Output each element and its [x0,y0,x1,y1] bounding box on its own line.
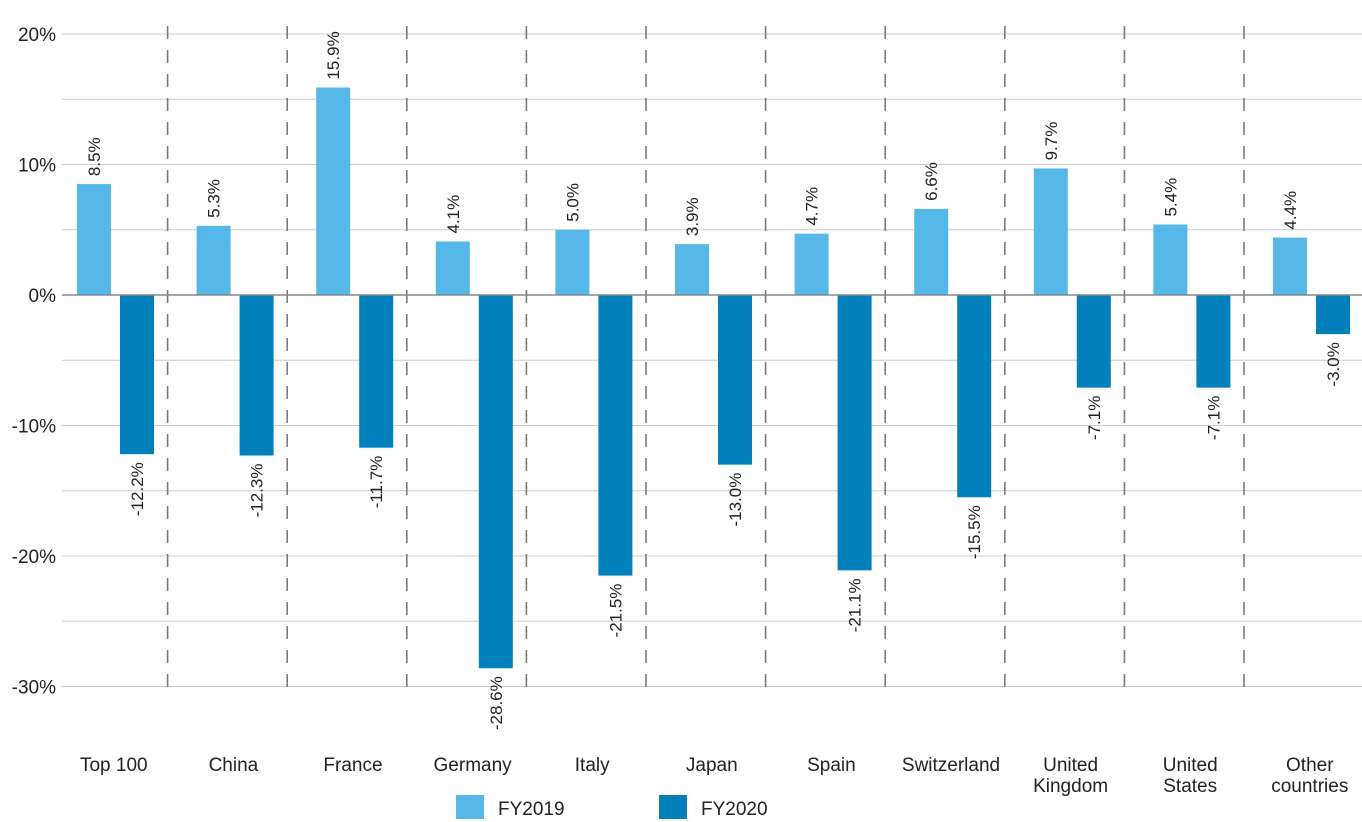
data-label: -7.1% [1204,396,1223,440]
data-label: 8.5% [85,137,104,176]
bar-fy2020 [837,295,872,571]
legend-label: FY2019 [498,799,565,820]
category-label: Italy [575,755,610,776]
bar-fy2019 [77,184,111,295]
bar-fy2019 [914,208,949,295]
bar-fy2020 [1076,295,1111,388]
bar-fy2020 [957,295,992,498]
data-label: -12.3% [248,464,267,518]
bar-fy2019 [675,244,709,295]
bar-fy2020 [598,295,633,576]
bar-fy2019 [794,233,829,295]
data-label: 15.9% [324,31,343,79]
category-label: Kingdom [1033,776,1108,797]
data-label: -11.7% [367,456,386,509]
bar-fy2020 [120,295,154,455]
data-label: 5.3% [205,179,224,218]
bar-fy2019 [1033,168,1068,295]
data-labels: 8.5% 5.3% 15.9% 4.1% 5.0% 3.9% 4.7% 6.6% 9.7% 5.4… [85,31,1343,730]
category-label: countries [1271,776,1348,797]
data-label: -7.1% [1085,396,1104,440]
bar-fy2019 [435,241,470,295]
data-label: 4.4% [1281,191,1300,230]
category-label: Spain [807,755,856,776]
legend-swatch-fy2020 [659,795,687,819]
data-label: -15.5% [965,505,984,559]
category-label: United [1163,755,1218,776]
category-label: Top 100 [80,755,148,776]
legend-swatch-fy2019 [456,795,484,819]
data-label: 4.7% [803,187,822,226]
bar-fy2020 [239,295,274,456]
bar-fy2019 [1273,237,1307,295]
legend-label: FY2020 [701,799,768,820]
data-label: -21.5% [606,584,625,638]
data-label: 5.4% [1161,178,1180,217]
bar-fy2020 [359,295,394,448]
category-label: China [209,755,259,776]
data-label: 3.9% [683,197,702,236]
y-tick-label: -30% [12,678,56,699]
data-label: 5.0% [563,183,582,222]
category-label: United [1043,755,1098,776]
bar-fy2019 [316,87,351,295]
data-label: 6.6% [922,162,941,201]
bar-fy2020 [1316,295,1350,335]
bar-fy2020 [718,295,752,465]
y-axis: 20% 10% 0% -10% -20% -30% [12,25,56,699]
bars [77,87,1350,669]
data-label: -3.0% [1324,342,1343,386]
category-label: Germany [434,755,513,776]
bar-fy2020 [1196,295,1231,388]
y-tick-label: 10% [18,156,56,177]
y-tick-label: 0% [29,286,57,307]
category-label: Switzerland [902,755,1000,776]
bar-fy2019 [555,229,590,295]
data-label: 9.7% [1042,122,1061,161]
category-label: Other [1286,755,1334,776]
bar-fy2020 [478,295,513,669]
data-label: -13.0% [726,473,745,527]
category-label: Japan [686,755,738,776]
y-tick-label: -10% [12,417,56,438]
bar-fy2019 [1153,224,1188,295]
data-label: 4.1% [444,195,463,234]
data-label: -12.2% [128,462,147,516]
data-label: -21.1% [846,578,865,632]
y-tick-label: -20% [12,547,56,568]
data-label: -28.6% [487,676,506,730]
bar-fy2019 [196,225,231,295]
x-axis: Top 100 China France Germany Italy Japan Spain… [80,755,1348,797]
category-label: States [1163,776,1217,797]
gridlines [62,33,1362,687]
category-label: France [323,755,382,776]
legend: FY2019 FY2020 [456,795,768,820]
y-tick-label: 20% [18,25,56,46]
